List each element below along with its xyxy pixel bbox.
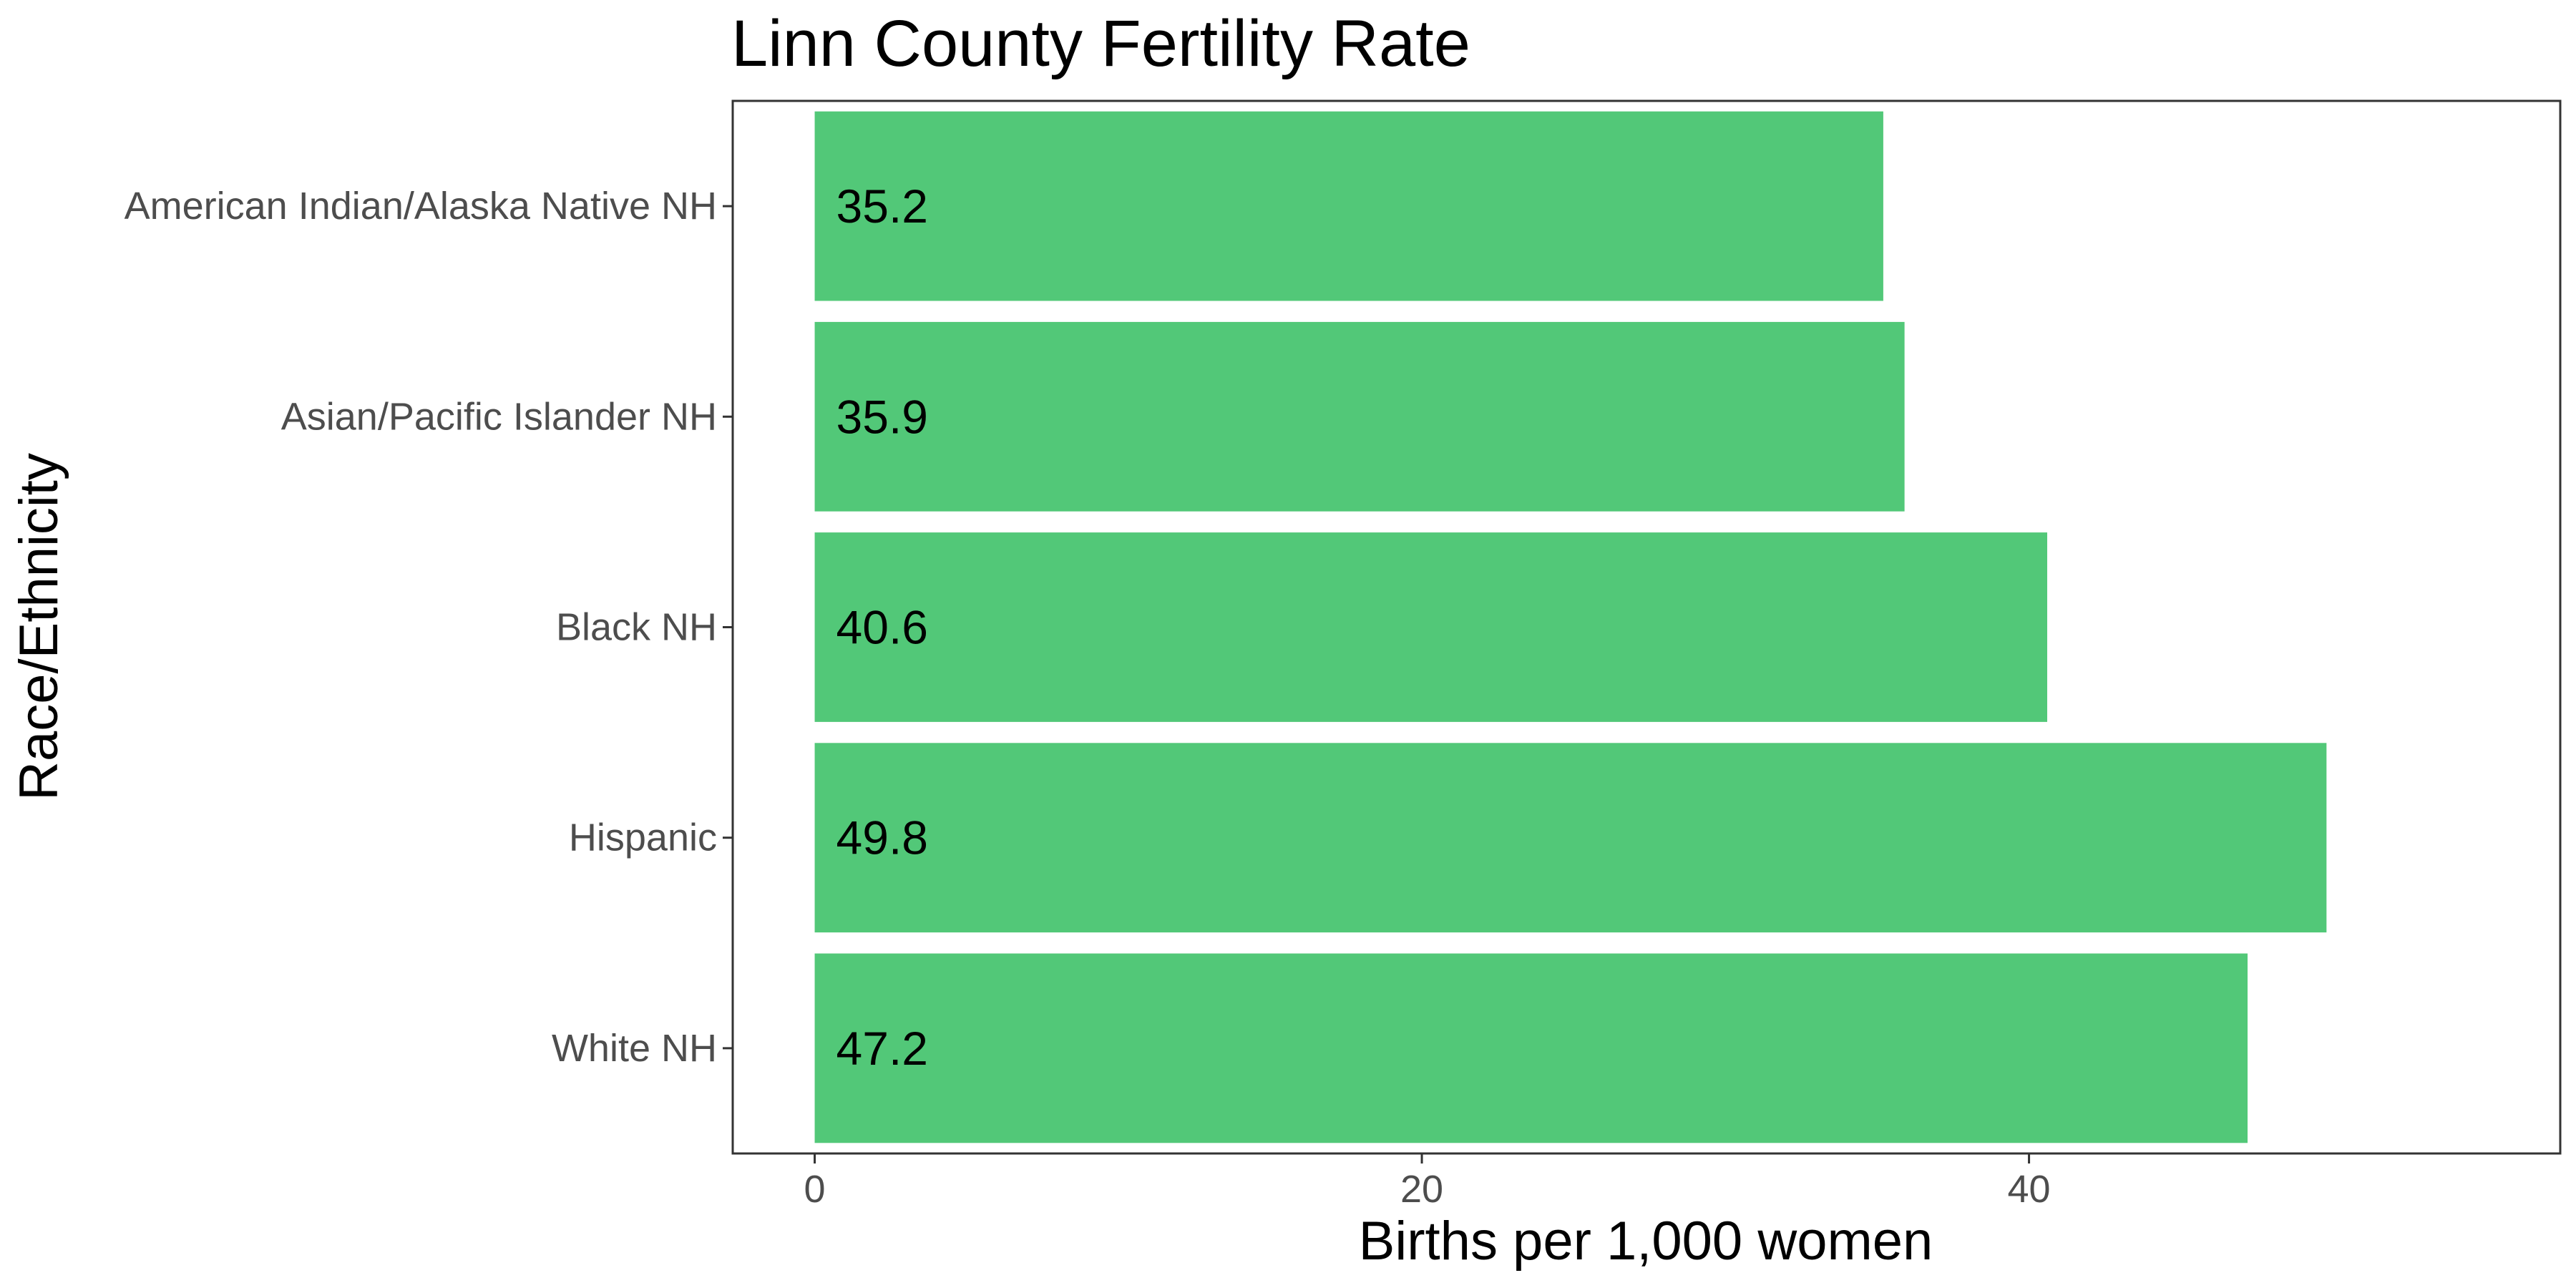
bar-3 bbox=[814, 743, 2327, 933]
bar-2 bbox=[814, 532, 2048, 722]
x-tick-label: 0 bbox=[804, 1168, 826, 1211]
bar-0 bbox=[814, 111, 1883, 301]
y-tick-label: Asian/Pacific Islander NH bbox=[281, 395, 717, 438]
y-tick-label: Black NH bbox=[556, 606, 717, 649]
y-tick-label: Hispanic bbox=[569, 816, 717, 859]
x-axis-title: Births per 1,000 women bbox=[1359, 1211, 1933, 1272]
bar-value-label: 47.2 bbox=[836, 1022, 928, 1075]
data-labels-layer: 35.2 35.9 40.6 49.8 47.2 bbox=[836, 180, 928, 1075]
y-axis-title: Race/Ethnicity bbox=[9, 453, 69, 801]
bar-value-label: 49.8 bbox=[836, 811, 928, 864]
bar-4 bbox=[814, 953, 2248, 1143]
bar-1 bbox=[814, 321, 1905, 512]
x-tick-label: 40 bbox=[2008, 1168, 2051, 1211]
y-tick-label: American Indian/Alaska Native NH bbox=[125, 185, 717, 228]
bar-value-label: 40.6 bbox=[836, 601, 928, 654]
chart-title: Linn County Fertility Rate bbox=[731, 7, 1470, 80]
y-tick-label: White NH bbox=[552, 1027, 717, 1070]
x-tick-label: 20 bbox=[1400, 1168, 1443, 1211]
bar-value-label: 35.2 bbox=[836, 180, 928, 233]
y-axis: American Indian/Alaska Native NH Asian/Pa… bbox=[125, 185, 733, 1070]
bar-value-label: 35.9 bbox=[836, 390, 928, 443]
bars-layer bbox=[814, 111, 2327, 1143]
x-axis: 0 20 40 bbox=[804, 1153, 2051, 1211]
